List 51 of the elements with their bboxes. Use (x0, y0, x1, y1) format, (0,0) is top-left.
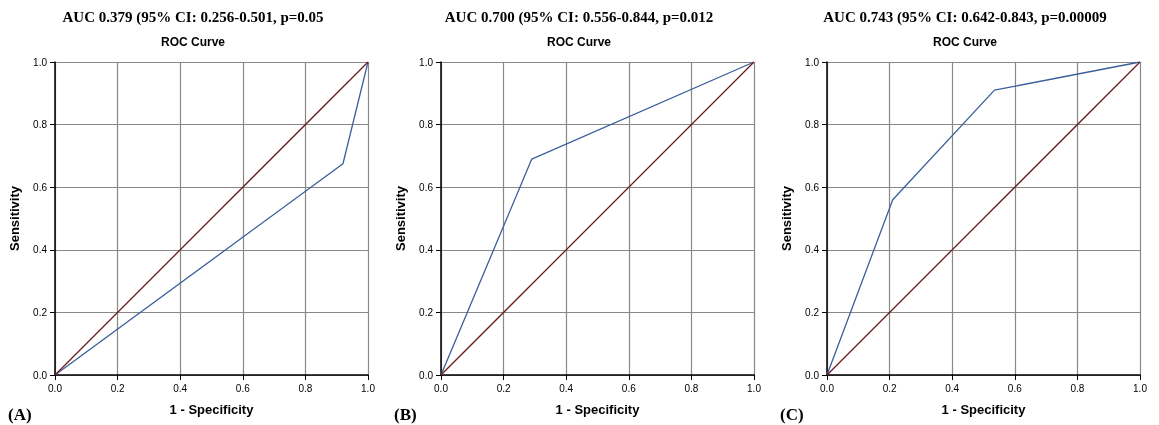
x-tick-label: 1.0 (1133, 382, 1148, 394)
x-axis-title: 1 - Specificity (941, 402, 1027, 417)
y-tick-label: 0.8 (805, 119, 820, 131)
x-tick-label: 0.6 (1007, 382, 1023, 394)
x-tick-label: 0.4 (173, 382, 188, 394)
y-tick-label: 0.4 (33, 244, 48, 256)
x-tick-label: 0.0 (820, 382, 835, 394)
x-axis-title: 1 - Specificity (169, 402, 255, 417)
x-tick-label: 0.8 (298, 382, 313, 394)
y-tick-label: 0.2 (33, 306, 48, 318)
x-tick-label: 0.6 (621, 382, 637, 394)
y-tick-label: 1.0 (419, 56, 434, 68)
x-tick-label: 0.8 (1070, 382, 1085, 394)
x-tick-label: 0.2 (882, 382, 897, 394)
y-tick-label: 0.4 (419, 244, 434, 256)
x-tick-label: 0.0 (434, 382, 449, 394)
y-tick-label: 0.8 (419, 119, 434, 131)
y-axis-title: Sensitivity (393, 185, 408, 252)
x-tick-label: 1.0 (747, 382, 762, 394)
y-tick-label: 0.0 (33, 369, 48, 381)
x-tick-label: 0.6 (235, 382, 251, 394)
x-axis-title: 1 - Specificity (555, 402, 641, 417)
y-tick-label: 0.4 (805, 244, 820, 256)
text: (C) (780, 405, 804, 424)
y-tick-label: 0.6 (33, 181, 48, 193)
text: (B) (394, 405, 417, 424)
x-tick-label: 0.4 (559, 382, 574, 394)
chart-subtitle: ROC Curve (932, 35, 998, 49)
y-tick-label: 1.0 (805, 56, 820, 68)
x-tick-label: 1.0 (361, 382, 376, 394)
y-tick-label: 0.2 (419, 306, 434, 318)
x-tick-label: 0.0 (48, 382, 63, 394)
y-tick-label: 0.8 (33, 119, 48, 131)
x-tick-label: 0.4 (945, 382, 960, 394)
y-tick-label: 0.2 (805, 306, 820, 318)
y-axis-title: Sensitivity (7, 185, 22, 252)
chart-title: AUC 0.700 (95% CI: 0.556-0.844, p=0.012 (444, 8, 714, 26)
y-tick-label: 1.0 (33, 56, 48, 68)
chart-title: AUC 0.379 (95% CI: 0.256-0.501, p=0.05 (62, 8, 324, 26)
x-tick-label: 0.2 (110, 382, 125, 394)
x-tick-label: 0.8 (684, 382, 699, 394)
y-tick-label: 0.0 (419, 369, 434, 381)
chart-subtitle: ROC Curve (160, 35, 226, 49)
y-tick-label: 0.6 (419, 181, 434, 193)
chart-title: AUC 0.743 (95% CI: 0.642-0.843, p=0.00009 (823, 8, 1107, 26)
y-tick-label: 0.6 (805, 181, 820, 193)
y-axis-title: Sensitivity (779, 185, 794, 252)
y-tick-label: 0.0 (805, 369, 820, 381)
chart-subtitle: ROC Curve (546, 35, 612, 49)
x-tick-label: 0.2 (496, 382, 511, 394)
text: (A) (8, 405, 32, 424)
